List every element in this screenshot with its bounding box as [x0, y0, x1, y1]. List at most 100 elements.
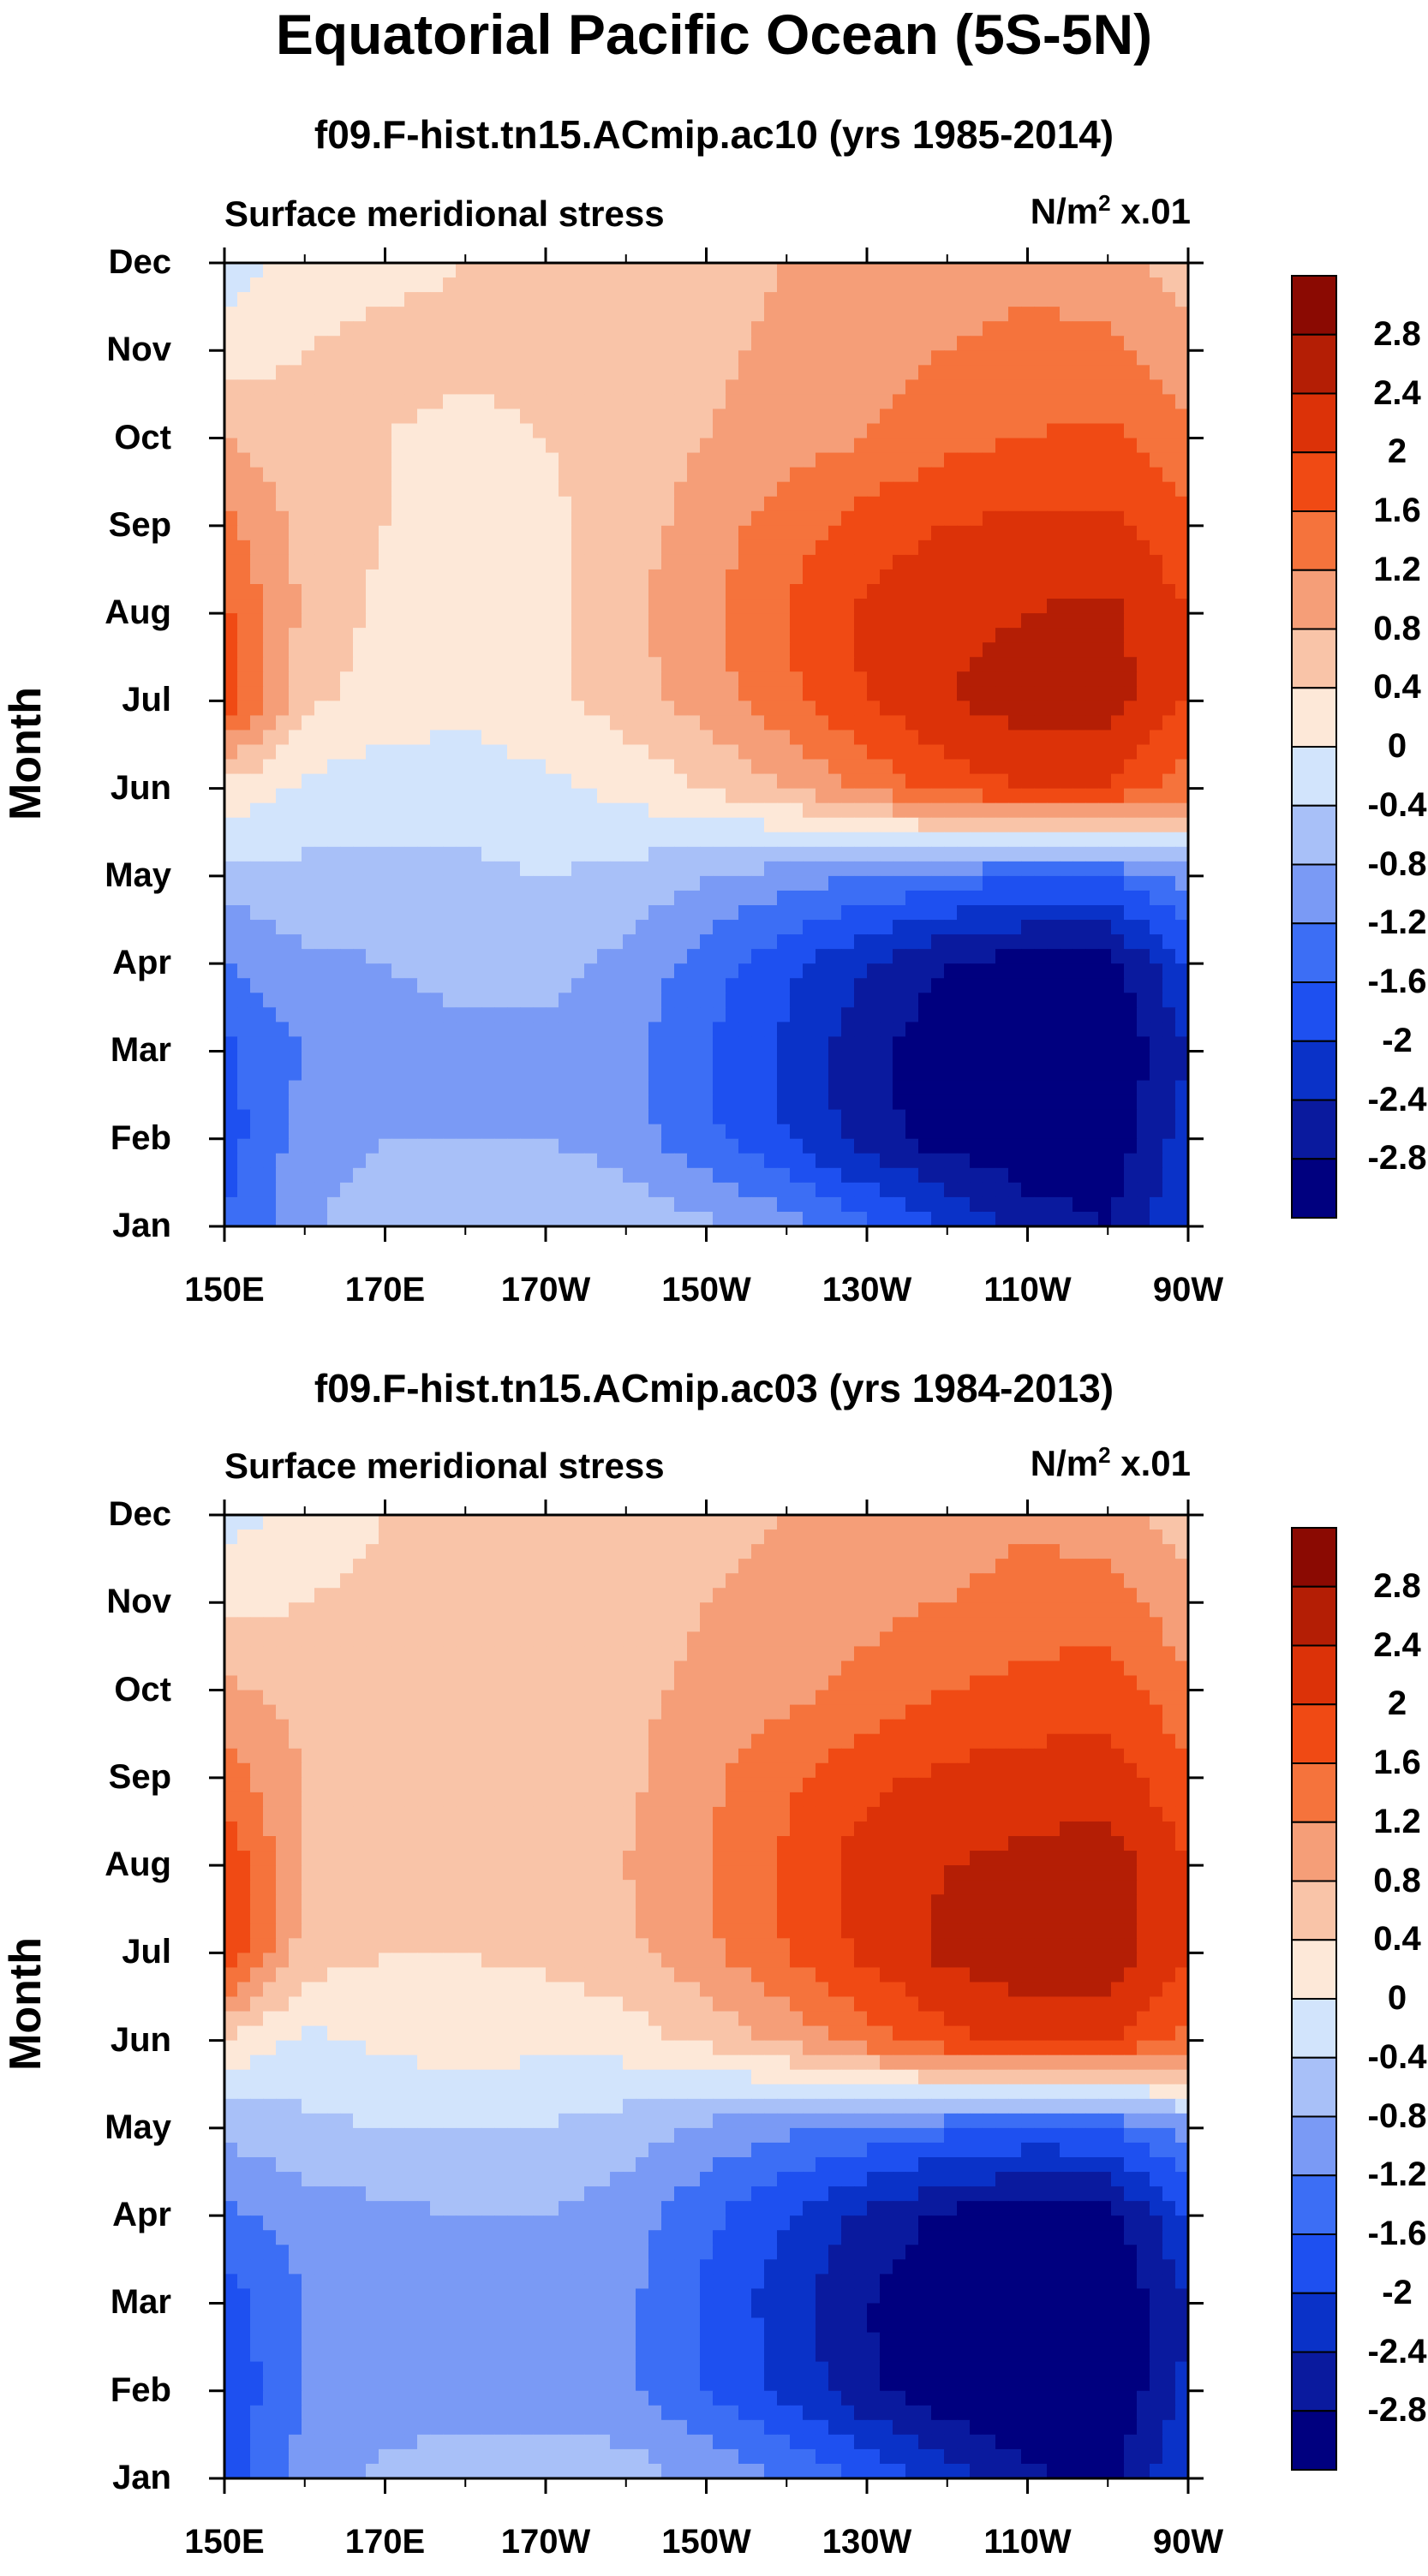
field-cell: [636, 394, 649, 410]
field-cell: [302, 1138, 315, 1154]
field-cell: [507, 263, 521, 278]
field-cell: [481, 365, 495, 380]
field-cell: [854, 949, 868, 964]
field-cell: [327, 350, 341, 366]
field-cell: [790, 569, 804, 585]
field-cell: [905, 599, 919, 614]
field-cell: [918, 525, 932, 541]
field-cell: [289, 832, 302, 848]
field-cell: [828, 802, 842, 819]
field-cell: [1060, 1022, 1073, 1038]
field-cell: [751, 365, 765, 380]
field-cell: [250, 1182, 264, 1198]
field-cell: [970, 715, 983, 731]
field-cell: [751, 978, 765, 993]
field-cell: [469, 788, 482, 804]
field-cell: [1085, 642, 1099, 658]
field-cell: [983, 1124, 996, 1140]
field-cell: [1162, 277, 1176, 293]
field-cell: [1021, 277, 1035, 293]
field-cell: [610, 920, 624, 935]
field-cell: [1021, 949, 1035, 964]
field-cell: [1162, 1138, 1176, 1154]
field-cell: [880, 394, 893, 410]
field-cell: [327, 773, 341, 790]
field-cell: [327, 701, 341, 717]
field-cell: [970, 1138, 983, 1154]
field-cell: [751, 642, 765, 658]
field-cell: [648, 1124, 662, 1140]
field-cell: [533, 307, 547, 322]
field-cell: [456, 1167, 469, 1184]
field-cell: [224, 671, 238, 687]
field-cell: [314, 1124, 328, 1140]
field-cell: [854, 701, 868, 717]
field-cell: [430, 832, 444, 848]
field-cell: [1175, 846, 1189, 862]
field-cell: [353, 715, 367, 731]
field-cell: [237, 584, 251, 599]
field-cell: [289, 846, 302, 862]
field-cell: [918, 701, 932, 717]
field-cell: [469, 350, 482, 366]
field-cell: [687, 525, 701, 541]
field-cell: [828, 890, 842, 906]
field-cell: [456, 993, 469, 1008]
field-cell: [880, 525, 893, 541]
field-cell: [443, 861, 457, 877]
field-cell: [828, 1124, 842, 1140]
field-cell: [841, 978, 855, 993]
field-cell: [597, 365, 611, 380]
field-cell: [944, 525, 958, 541]
field-cell: [790, 773, 804, 790]
field-cell: [276, 963, 290, 979]
field-cell: [224, 277, 238, 293]
field-cell: [1175, 1196, 1189, 1213]
field-cell: [674, 365, 688, 380]
field-cell: [983, 554, 996, 570]
field-cell: [957, 613, 971, 629]
field-cell: [726, 1036, 739, 1052]
field-cell: [391, 467, 405, 483]
field-cell: [507, 802, 521, 819]
field-cell: [738, 686, 752, 701]
field-cell: [944, 1196, 958, 1213]
field-cell: [469, 569, 482, 585]
field-cell: [931, 263, 945, 278]
field-cell: [391, 1196, 405, 1213]
field-cell: [481, 350, 495, 366]
field-cell: [520, 817, 534, 833]
field-cell: [1137, 394, 1150, 410]
field-cell: [610, 1022, 624, 1038]
field-cell: [905, 1196, 919, 1213]
field-cell: [366, 949, 379, 964]
field-cell: [404, 554, 418, 570]
field-cell: [1060, 978, 1073, 993]
field-cell: [905, 934, 919, 950]
field-cell: [1150, 438, 1163, 454]
field-cell: [983, 292, 996, 307]
field-cell: [597, 788, 611, 804]
field-cell: [623, 978, 636, 993]
field-cell: [237, 481, 251, 498]
field-cell: [224, 408, 238, 425]
field-cell: [905, 701, 919, 717]
field-cell: [469, 584, 482, 599]
field-cell: [1098, 875, 1112, 891]
field-cell: [816, 1138, 829, 1154]
field-cell: [700, 599, 714, 614]
field-cell: [674, 292, 688, 307]
field-cell: [983, 1196, 996, 1213]
field-cell: [841, 365, 855, 380]
field-cell: [340, 1167, 354, 1184]
field-cell: [687, 773, 701, 790]
field-cell: [610, 802, 624, 819]
field-cell: [507, 554, 521, 570]
field-cell: [276, 642, 290, 658]
field-cell: [1060, 467, 1073, 483]
field-cell: [584, 875, 598, 891]
field-cell: [803, 525, 816, 541]
field-cell: [790, 920, 804, 935]
field-cell: [430, 510, 444, 527]
field-cell: [302, 1080, 315, 1096]
